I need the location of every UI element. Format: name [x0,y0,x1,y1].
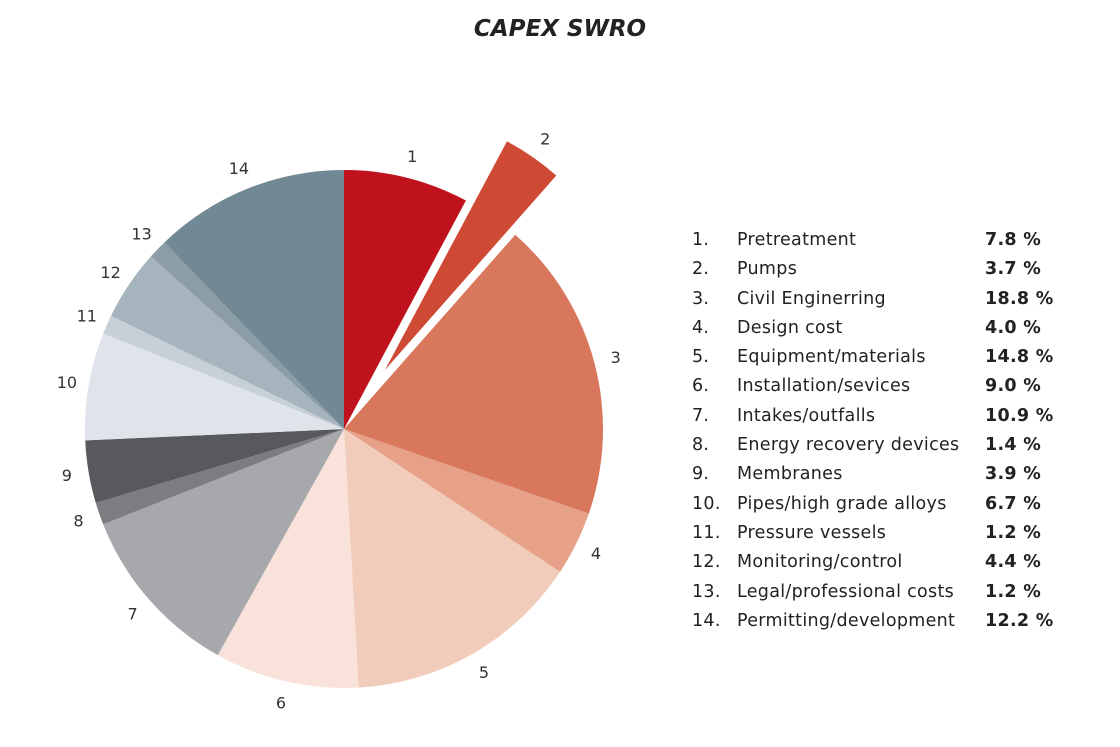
slice-label-1: 1 [407,147,417,166]
slice-label-4: 4 [591,544,601,563]
legend-item-number: 6. [692,376,710,397]
legend-item-label: Equipment/materials [737,347,926,368]
legend-item-value: 1.2 % [985,522,1042,543]
legend-item-7: 7. Intakes/outfalls 10.9 % [692,406,1092,435]
legend-item-13: 13. Legal/professional costs 1.2 % [692,582,1092,611]
pie-slice-12 [111,256,344,429]
pie-slice-6 [217,429,359,689]
legend-item-number: 4. [692,317,710,338]
legend-item-9: 9. Membranes 3.9 % [692,464,1092,493]
legend-item-label: Installation/sevices [737,376,911,397]
legend-item-value: 10.9 % [985,405,1054,426]
pie-slice-13 [150,242,344,429]
legend-item-4: 4. Design cost 4.0 % [692,318,1092,347]
legend-item-value: 6.7 % [985,493,1042,514]
legend-item-number: 13. [692,581,721,602]
legend-item-number: 10. [692,493,721,514]
pie-slice-9 [85,429,344,503]
legend-item-10: 10. Pipes/high grade alloys 6.7 % [692,494,1092,523]
legend-item-number: 2. [692,259,710,280]
legend-item-label: Pumps [737,259,798,280]
legend-item-number: 12. [692,552,721,573]
slice-label-3: 3 [611,348,621,367]
legend-item-label: Permitting/development [737,610,956,631]
pie-slices [84,141,604,689]
legend-item-value: 3.7 % [985,259,1042,280]
legend: 1. Pretreatment 7.8 % 2. Pumps 3.7 % 3. Civil E… [692,230,1092,640]
slice-label-11: 11 [77,306,97,325]
legend-item-value: 14.8 % [985,347,1054,368]
legend-item-value: 4.4 % [985,552,1042,573]
pie-slice-8 [95,429,344,525]
slice-label-13: 13 [131,225,151,244]
slice-label-6: 6 [276,693,286,712]
pie-slice-10 [84,333,344,441]
legend-item-number: 7. [692,405,710,426]
pie-slice-4 [344,429,589,572]
legend-item-number: 11. [692,522,721,543]
legend-item-1: 1. Pretreatment 7.8 % [692,230,1092,259]
legend-item-label: Membranes [737,464,843,485]
slice-label-5: 5 [479,663,489,682]
legend-item-value: 18.8 % [985,288,1054,309]
legend-item-number: 3. [692,288,710,309]
chart-title: CAPEX SWRO [473,16,647,42]
legend-item-label: Civil Enginerring [737,288,886,309]
legend-item-6: 6. Installation/sevices 9.0 % [692,376,1092,405]
pie-slice-11 [103,315,344,429]
legend-item-label: Legal/professional costs [737,581,955,602]
legend-item-value: 12.2 % [985,610,1054,631]
legend-item-value: 1.4 % [985,435,1042,456]
legend-item-number: 1. [692,230,710,250]
legend-item-value: 7.8 % [985,230,1042,250]
slice-label-9: 9 [62,466,72,485]
legend-item-label: Design cost [737,317,843,338]
legend-item-label: Energy recovery devices [737,435,960,456]
legend-item-5: 5. Equipment/materials 14.8 % [692,347,1092,376]
slice-label-14: 14 [229,159,249,178]
legend-item-2: 2. Pumps 3.7 % [692,259,1092,288]
legend-item-3: 3. Civil Enginerring 18.8 % [692,289,1092,318]
legend-item-11: 11. Pressure vessels 1.2 % [692,523,1092,552]
legend-item-label: Pressure vessels [737,522,887,543]
legend-item-value: 9.0 % [985,376,1042,397]
legend-item-label: Monitoring/control [737,552,903,573]
legend-item-number: 14. [692,610,721,631]
pie-slice-2 [385,141,557,370]
pie-slice-7 [103,429,344,656]
legend-item-number: 5. [692,347,710,368]
slice-label-2: 2 [540,129,550,148]
pie-slice-5 [344,429,561,688]
legend-item-label: Pretreatment [737,230,857,250]
legend-item-value: 1.2 % [985,581,1042,602]
legend-item-12: 12. Monitoring/control 4.4 % [692,552,1092,581]
legend-item-value: 3.9 % [985,464,1042,485]
legend-item-label: Pipes/high grade alloys [737,493,947,514]
pie-slice-3 [344,234,604,514]
slice-label-10: 10 [57,373,77,392]
legend-item-value: 4.0 % [985,317,1042,338]
legend-item-label: Intakes/outfalls [737,405,876,426]
legend-item-14: 14. Permitting/development 12.2 % [692,611,1092,640]
slice-label-12: 12 [100,263,120,282]
legend-item-number: 8. [692,435,710,456]
slice-label-8: 8 [73,511,83,530]
slice-label-7: 7 [128,605,138,624]
legend-item-8: 8. Energy recovery devices 1.4 % [692,435,1092,464]
legend-item-number: 9. [692,464,710,485]
pie-slice-1 [344,170,466,429]
pie-slice-14 [164,170,344,429]
